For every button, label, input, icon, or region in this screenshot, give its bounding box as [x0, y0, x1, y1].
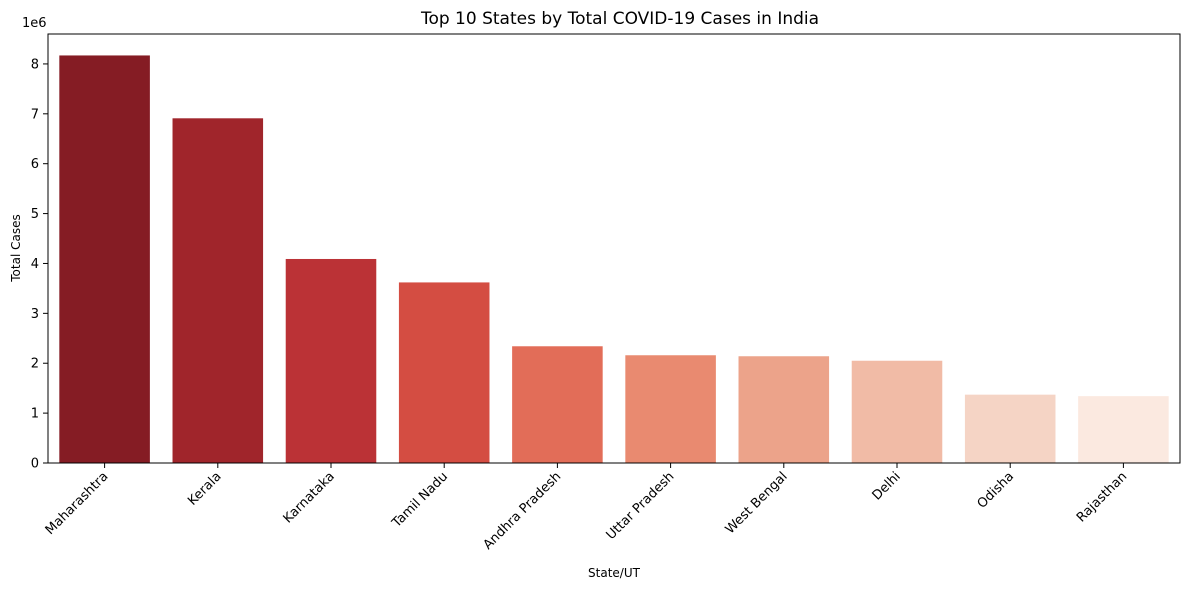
x-tick-label: Uttar Pradesh: [604, 469, 678, 543]
plot-frame: [47, 33, 1181, 464]
x-tick-label: Maharashtra: [43, 469, 112, 538]
bar-west-bengal: [738, 356, 830, 463]
x-tick-label: Tamil Nadu: [389, 469, 451, 531]
x-tick-label: Delhi: [870, 469, 904, 503]
bars-group: [59, 55, 1169, 463]
y-tick-label: 0: [31, 457, 39, 472]
bar-delhi: [851, 360, 943, 463]
x-tick-label: West Bengal: [723, 469, 791, 537]
y-tick-label: 3: [31, 307, 39, 322]
x-tick-label: Andhra Pradesh: [481, 469, 565, 553]
x-axis-ticks: Maharashtra Kerala Karnataka Tamil Nadu Andh…: [43, 463, 1130, 553]
x-tick-label: Rajasthan: [1074, 469, 1130, 525]
chart-title: Top 10 States by Total COVID-19 Cases in…: [420, 9, 819, 29]
bar-tamil-nadu: [398, 282, 490, 463]
y-tick-label: 7: [31, 107, 39, 122]
x-axis-label: State/UT: [588, 566, 641, 580]
bar-karnataka: [285, 258, 377, 463]
y-tick-label: 6: [31, 157, 39, 172]
y-axis-label: Total Cases: [9, 214, 23, 282]
y-tick-label: 4: [31, 257, 39, 272]
bar-uttar-pradesh: [625, 355, 716, 463]
y-tick-label: 1: [31, 407, 39, 422]
bar-rajasthan: [1078, 396, 1169, 463]
x-tick-label: Kerala: [185, 469, 224, 508]
bar-kerala: [172, 118, 264, 463]
bar-odisha: [964, 394, 1056, 463]
x-tick-label: Karnataka: [281, 469, 338, 526]
x-tick-label: Odisha: [975, 469, 1017, 511]
y-axis-offset-label: 1e6: [22, 16, 47, 31]
bar-andhra-pradesh: [512, 346, 603, 463]
y-tick-label: 2: [31, 357, 39, 372]
y-tick-label: 8: [31, 57, 39, 72]
bar-maharashtra: [59, 55, 150, 463]
y-tick-label: 5: [31, 207, 39, 222]
y-axis-ticks: 0 1 2 3 4 5 6 7 8: [31, 57, 48, 472]
